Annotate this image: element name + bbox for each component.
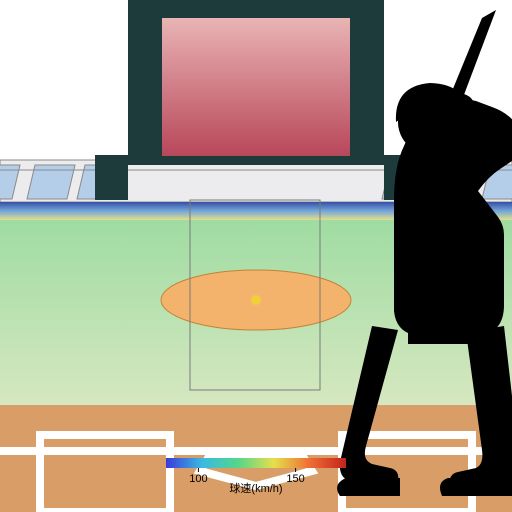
pitcher-rubber	[251, 295, 261, 305]
scoreboard-wing-left	[95, 155, 128, 200]
scoreboard-inner	[162, 18, 350, 156]
svg-text:150: 150	[286, 473, 304, 485]
colorbar-label: 球速(km/h)	[229, 481, 282, 495]
svg-text:100: 100	[189, 473, 207, 485]
pitch-chart: 100 150 球速(km/h)	[0, 0, 512, 512]
colorbar	[166, 458, 346, 468]
